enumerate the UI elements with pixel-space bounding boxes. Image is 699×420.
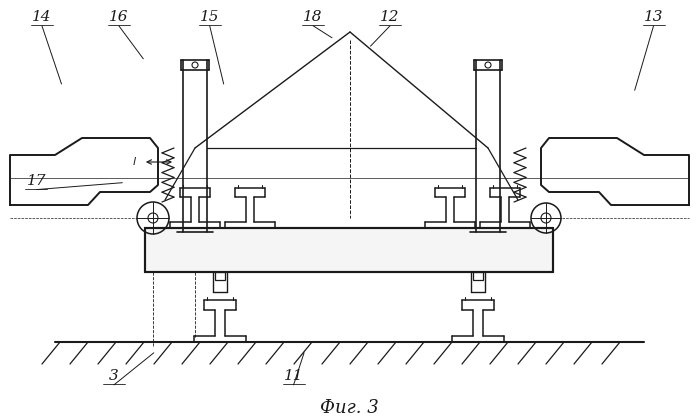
Bar (145, 228, 553, 272)
Bar (473, 272, 483, 280)
Bar (215, 272, 225, 280)
Text: 12: 12 (380, 10, 400, 24)
Text: 13: 13 (644, 10, 663, 24)
Text: 16: 16 (109, 10, 129, 24)
Text: 11: 11 (284, 369, 303, 383)
Text: 17: 17 (27, 173, 46, 188)
Text: Фиг. 3: Фиг. 3 (320, 399, 379, 417)
Text: 18: 18 (303, 10, 323, 24)
Text: 3: 3 (109, 369, 119, 383)
Text: l: l (133, 157, 136, 167)
Text: 15: 15 (200, 10, 219, 24)
Text: 14: 14 (32, 10, 52, 24)
